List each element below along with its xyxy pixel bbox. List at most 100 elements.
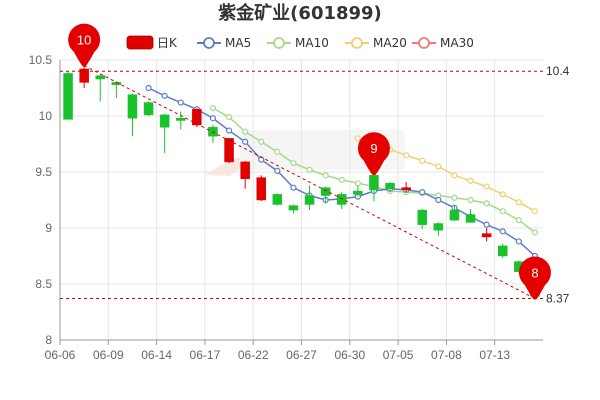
candle-body <box>304 195 315 205</box>
candle <box>481 228 492 242</box>
legend-item: MA20 <box>345 36 407 50</box>
legend-dot-swatch <box>418 37 430 49</box>
marker-pin-label: 10 <box>77 33 91 48</box>
ma10-point <box>209 105 217 112</box>
candle-body <box>433 223 444 231</box>
candle <box>208 124 218 143</box>
candle <box>175 111 186 130</box>
x-tick-label: 06-30 <box>334 348 365 362</box>
candle-body <box>369 175 379 191</box>
ma20-point <box>467 177 474 185</box>
ma5-point <box>419 189 426 196</box>
marker-pin: 10 <box>68 23 101 67</box>
y-tick-label: 10.5 <box>29 53 53 67</box>
candle <box>401 182 411 193</box>
marker-pin-head <box>357 132 390 165</box>
ma10-point <box>242 128 249 135</box>
candle-layer <box>63 65 540 299</box>
candle <box>63 71 73 120</box>
candle-body <box>481 233 492 238</box>
legend-dot-swatch <box>203 37 215 49</box>
legend-label: MA30 <box>440 36 474 50</box>
ma10-point <box>451 194 458 201</box>
candle-body <box>159 114 170 128</box>
candle <box>336 192 347 209</box>
candle-body <box>385 182 395 190</box>
y-tick-label: 9 <box>45 221 52 235</box>
ma10-point <box>306 166 313 173</box>
candle <box>304 185 315 211</box>
x-tick-label: 06-22 <box>238 348 269 362</box>
ma5-point <box>515 238 522 245</box>
candle-body <box>272 194 283 205</box>
candle <box>449 205 460 222</box>
ma10-point <box>515 217 522 224</box>
y-tick-label: 9.5 <box>35 165 52 179</box>
legend-dot-swatch <box>273 37 285 49</box>
candle-body <box>127 94 138 119</box>
legend-candle-swatch <box>126 35 154 50</box>
ma20-point <box>515 199 522 206</box>
candle-body <box>320 187 331 196</box>
ma5-point <box>242 138 249 145</box>
marker-layer: 10 9 8 <box>68 23 551 300</box>
candle <box>143 101 154 116</box>
ma10-point <box>322 172 329 179</box>
legend-item: MA30 <box>412 36 474 50</box>
ma5-point <box>274 167 281 174</box>
legend-item: 日K <box>126 35 178 50</box>
candle-body <box>224 138 234 163</box>
x-tick-label: 06-17 <box>190 348 221 362</box>
candle-body <box>175 117 186 121</box>
legend-label: MA10 <box>295 36 329 50</box>
legend-label: MA20 <box>373 36 407 50</box>
candle <box>240 160 250 189</box>
candle-body <box>497 245 508 257</box>
marker-pin: 9 <box>357 132 390 176</box>
y-tick-label: 10 <box>39 109 53 123</box>
candle-body <box>63 73 73 120</box>
ma5-point <box>161 92 168 99</box>
candle <box>433 222 444 236</box>
candle-body <box>192 109 202 126</box>
x-tick-label: 07-08 <box>431 348 462 362</box>
candle <box>288 204 299 214</box>
candle-body <box>465 214 476 223</box>
chart-title: 紫金矿业(601899) <box>218 2 382 24</box>
ma10-point <box>354 180 361 187</box>
ma5-point <box>483 221 490 228</box>
candle <box>159 113 170 153</box>
candle-body <box>401 187 411 191</box>
ma5-point <box>435 196 442 204</box>
candle <box>385 182 395 192</box>
candle-body <box>240 161 250 179</box>
ma5-point <box>225 127 233 134</box>
ma10-point <box>225 114 233 121</box>
reference-line-layer: 10.4 8.37 <box>60 64 570 306</box>
candle <box>369 174 379 202</box>
candle-body <box>353 190 363 195</box>
legend-label: 日K <box>157 36 178 50</box>
candle <box>497 243 508 259</box>
candle-body <box>449 209 460 221</box>
ma20-point <box>403 152 410 159</box>
x-tick-label: 06-27 <box>286 348 317 362</box>
x-tick-label: 07-05 <box>383 348 414 362</box>
marker-pin-head <box>68 23 101 56</box>
ma5-point <box>209 115 217 122</box>
legend: 日K MA5 MA10 MA20 MA30 <box>126 35 474 50</box>
ma20-point <box>451 172 458 179</box>
marker-pin-label: 9 <box>370 141 377 156</box>
candle <box>111 81 122 99</box>
ma20-point <box>483 183 490 190</box>
reference-label: 10.4 <box>546 64 570 78</box>
x-tick-label: 06-09 <box>93 348 124 362</box>
candle <box>320 186 331 204</box>
reference-label: 8.37 <box>546 292 570 306</box>
ma10-point <box>483 200 490 207</box>
ma10-point <box>499 208 506 215</box>
candle-body <box>336 194 347 205</box>
grid-layer <box>59 59 543 341</box>
trend-line <box>83 65 536 300</box>
